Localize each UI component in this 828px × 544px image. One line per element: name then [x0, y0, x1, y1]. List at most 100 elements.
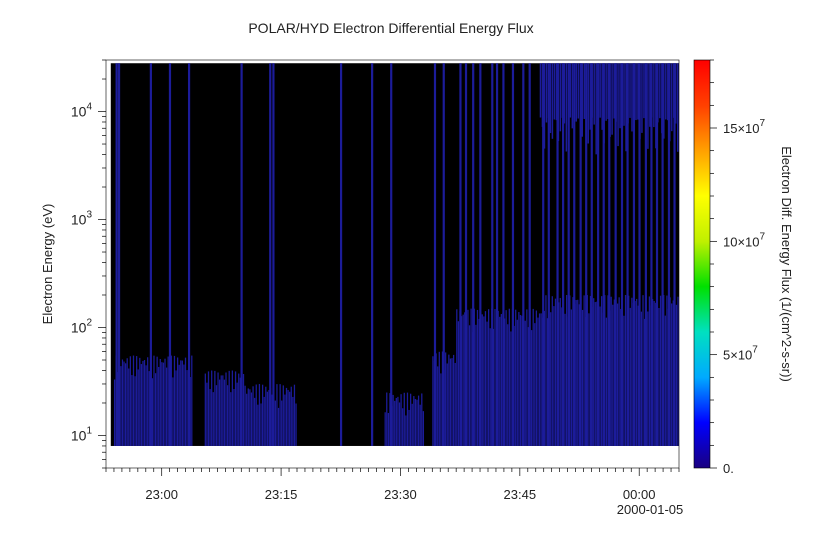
flux-patch	[265, 386, 267, 446]
flux-patch	[454, 362, 456, 446]
flux-patch	[281, 400, 283, 446]
flux-patch	[537, 317, 539, 446]
flux-patch	[612, 304, 614, 446]
flux-patch	[180, 360, 182, 446]
flux-patch	[165, 367, 168, 446]
heatmap-cells	[110, 63, 679, 446]
flux-patch	[239, 377, 241, 446]
flux-patch	[222, 375, 224, 446]
flux-patch	[184, 357, 187, 446]
flux-patch	[167, 356, 169, 446]
flux-patch	[191, 355, 193, 446]
flux-patch	[475, 324, 477, 446]
colorbar-label: Electron Diff. Energy Flux (1/(cm^2-s-sr…	[779, 146, 794, 382]
flux-band	[117, 63, 121, 446]
flux-patch	[672, 300, 674, 446]
flux-patch	[575, 63, 578, 122]
flux-patch	[663, 63, 665, 139]
flux-patch	[648, 296, 651, 446]
flux-patch	[526, 309, 528, 446]
flux-patch	[549, 63, 552, 134]
flux-patch	[583, 295, 585, 446]
flux-patch	[468, 325, 471, 446]
flux-patch	[624, 294, 627, 446]
flux-patch	[519, 314, 522, 446]
flux-patch	[577, 299, 579, 446]
flux-patch	[257, 404, 259, 446]
flux-patch	[156, 356, 158, 446]
flux-patch	[571, 63, 574, 129]
flux-patch	[452, 354, 455, 446]
flux-band	[390, 63, 393, 446]
flux-patch	[553, 63, 556, 120]
flux-patch	[637, 63, 639, 120]
flux-band	[644, 63, 647, 446]
flux-patch	[545, 63, 548, 123]
flux-band	[661, 63, 664, 446]
flux-patch	[234, 371, 237, 446]
flux-patch	[671, 303, 673, 446]
flux-patch	[276, 384, 278, 446]
flux-band	[567, 63, 570, 446]
x-tick-label: 23:15	[265, 487, 298, 502]
flux-patch	[448, 354, 450, 446]
flux-patch	[186, 370, 188, 446]
flux-patch	[581, 63, 584, 137]
flux-patch	[129, 356, 131, 446]
flux-patch	[653, 63, 655, 128]
flux-patch	[284, 394, 286, 446]
flux-patch	[663, 294, 665, 446]
flux-patch	[449, 358, 452, 446]
flux-patch	[413, 396, 415, 446]
flux-patch	[486, 321, 488, 446]
flux-patch	[145, 365, 147, 446]
flux-patch	[250, 392, 253, 446]
flux-patch	[565, 63, 568, 152]
x-date-label: 2000-01-05	[617, 502, 684, 517]
flux-patch	[599, 306, 601, 446]
flux-patch	[158, 366, 160, 446]
flux-band	[528, 63, 531, 446]
flux-patch	[550, 312, 552, 446]
flux-band	[602, 63, 605, 446]
flux-patch	[249, 389, 251, 446]
flux-patch	[394, 400, 396, 446]
flux-patch	[629, 63, 631, 118]
flux-patch	[206, 382, 208, 446]
flux-patch	[219, 379, 221, 446]
flux-patch	[464, 312, 466, 446]
flux-patch	[173, 355, 176, 446]
flux-patch	[421, 393, 423, 446]
flux-band	[608, 63, 611, 446]
flux-patch	[277, 407, 280, 446]
flux-patch	[392, 394, 394, 446]
flux-patch	[659, 63, 661, 119]
colorbar-gradient	[693, 59, 711, 469]
flux-patch	[586, 295, 588, 446]
flux-patch	[246, 393, 248, 446]
x-tick-label: 23:45	[504, 487, 537, 502]
flux-patch	[527, 327, 530, 446]
flux-patch	[593, 63, 595, 125]
flux-patch	[236, 382, 238, 446]
flux-patch	[596, 301, 598, 446]
flux-patch	[677, 63, 679, 152]
flux-patch	[228, 370, 230, 446]
flux-patch	[470, 308, 472, 446]
flux-patch	[569, 295, 571, 446]
flux-patch	[605, 63, 607, 121]
flux-patch	[601, 296, 603, 446]
flux-patch	[128, 368, 130, 446]
flux-patch	[631, 297, 633, 446]
flux-band	[626, 63, 629, 446]
flux-patch	[293, 384, 296, 446]
flux-patch	[565, 295, 568, 446]
flux-patch	[204, 373, 206, 446]
flux-patch	[532, 308, 534, 446]
flux-patch	[255, 384, 257, 446]
y-axis-label: Electron Energy (eV)	[40, 204, 55, 325]
flux-patch	[518, 312, 520, 446]
flux-patch	[589, 295, 592, 446]
flux-patch	[481, 314, 483, 446]
flux-patch	[500, 314, 503, 446]
